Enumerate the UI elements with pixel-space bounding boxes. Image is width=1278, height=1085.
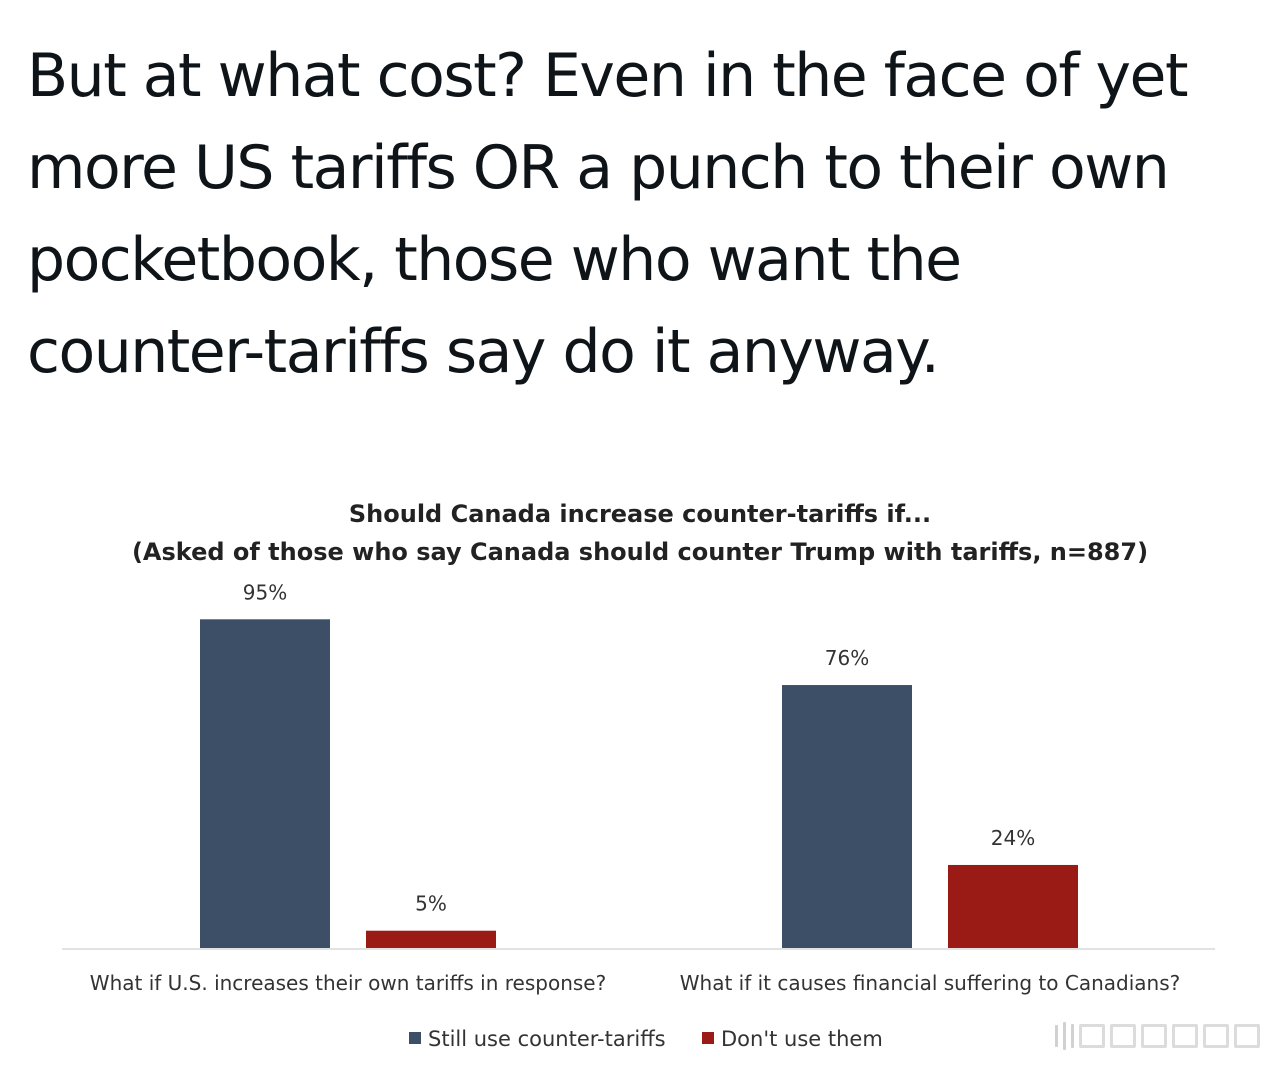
bar (366, 930, 496, 948)
bar (948, 864, 1078, 948)
post-text-line-1: But at what cost? Even in the face of ye… (27, 41, 1188, 111)
watermark-box (1203, 1024, 1229, 1048)
watermark-icon (1055, 1018, 1260, 1054)
watermark-stroke (1063, 1022, 1066, 1050)
post-text-line-3: pocketbook, those who want the (27, 225, 962, 295)
post-text-line-4: counter-tariffs say do it anyway. (27, 317, 940, 387)
data-label: 24% (991, 826, 1035, 850)
bars-group (200, 619, 1078, 948)
bar (782, 685, 912, 948)
legend-swatch-still-use (409, 1032, 421, 1044)
data-label: 76% (825, 646, 869, 670)
watermark-box (1079, 1024, 1105, 1048)
watermark-box (1141, 1024, 1167, 1048)
post-text: But at what cost? Even in the face of ye… (27, 30, 1247, 398)
bar (200, 619, 330, 948)
data-label: 95% (243, 580, 287, 604)
watermark-stroke (1055, 1025, 1058, 1047)
chart-subtitle: (Asked of those who say Canada should co… (132, 538, 1148, 566)
post-text-line-2: more US tariffs OR a punch to their own (27, 133, 1170, 203)
legend-label: Still use counter-tariffs (428, 1027, 666, 1051)
chart-title: Should Canada increase counter-tariffs i… (349, 500, 931, 528)
category-label: What if U.S. increases their own tariffs… (90, 971, 606, 995)
watermark-stroke (1071, 1024, 1074, 1048)
data-label: 5% (415, 892, 447, 916)
watermark-box (1234, 1024, 1260, 1048)
bar-chart: Should Canada increase counter-tariffs i… (62, 500, 1215, 1051)
bar-labels-group: 95% 76% 5% 24% (243, 580, 1035, 915)
chart-image: Should Canada increase counter-tariffs i… (0, 480, 1278, 1080)
watermark-box (1172, 1024, 1198, 1048)
legend: Still use counter-tariffs Don't use them (409, 1027, 883, 1051)
legend-label: Don't use them (721, 1027, 883, 1051)
legend-swatch-dont-use (702, 1032, 714, 1044)
watermark-box (1110, 1024, 1136, 1048)
category-label: What if it causes financial suffering to… (680, 971, 1180, 995)
